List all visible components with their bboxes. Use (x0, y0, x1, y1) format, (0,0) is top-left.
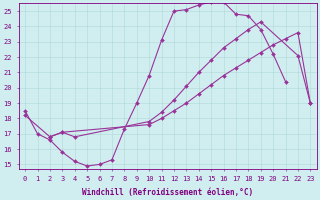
X-axis label: Windchill (Refroidissement éolien,°C): Windchill (Refroidissement éolien,°C) (82, 188, 253, 197)
